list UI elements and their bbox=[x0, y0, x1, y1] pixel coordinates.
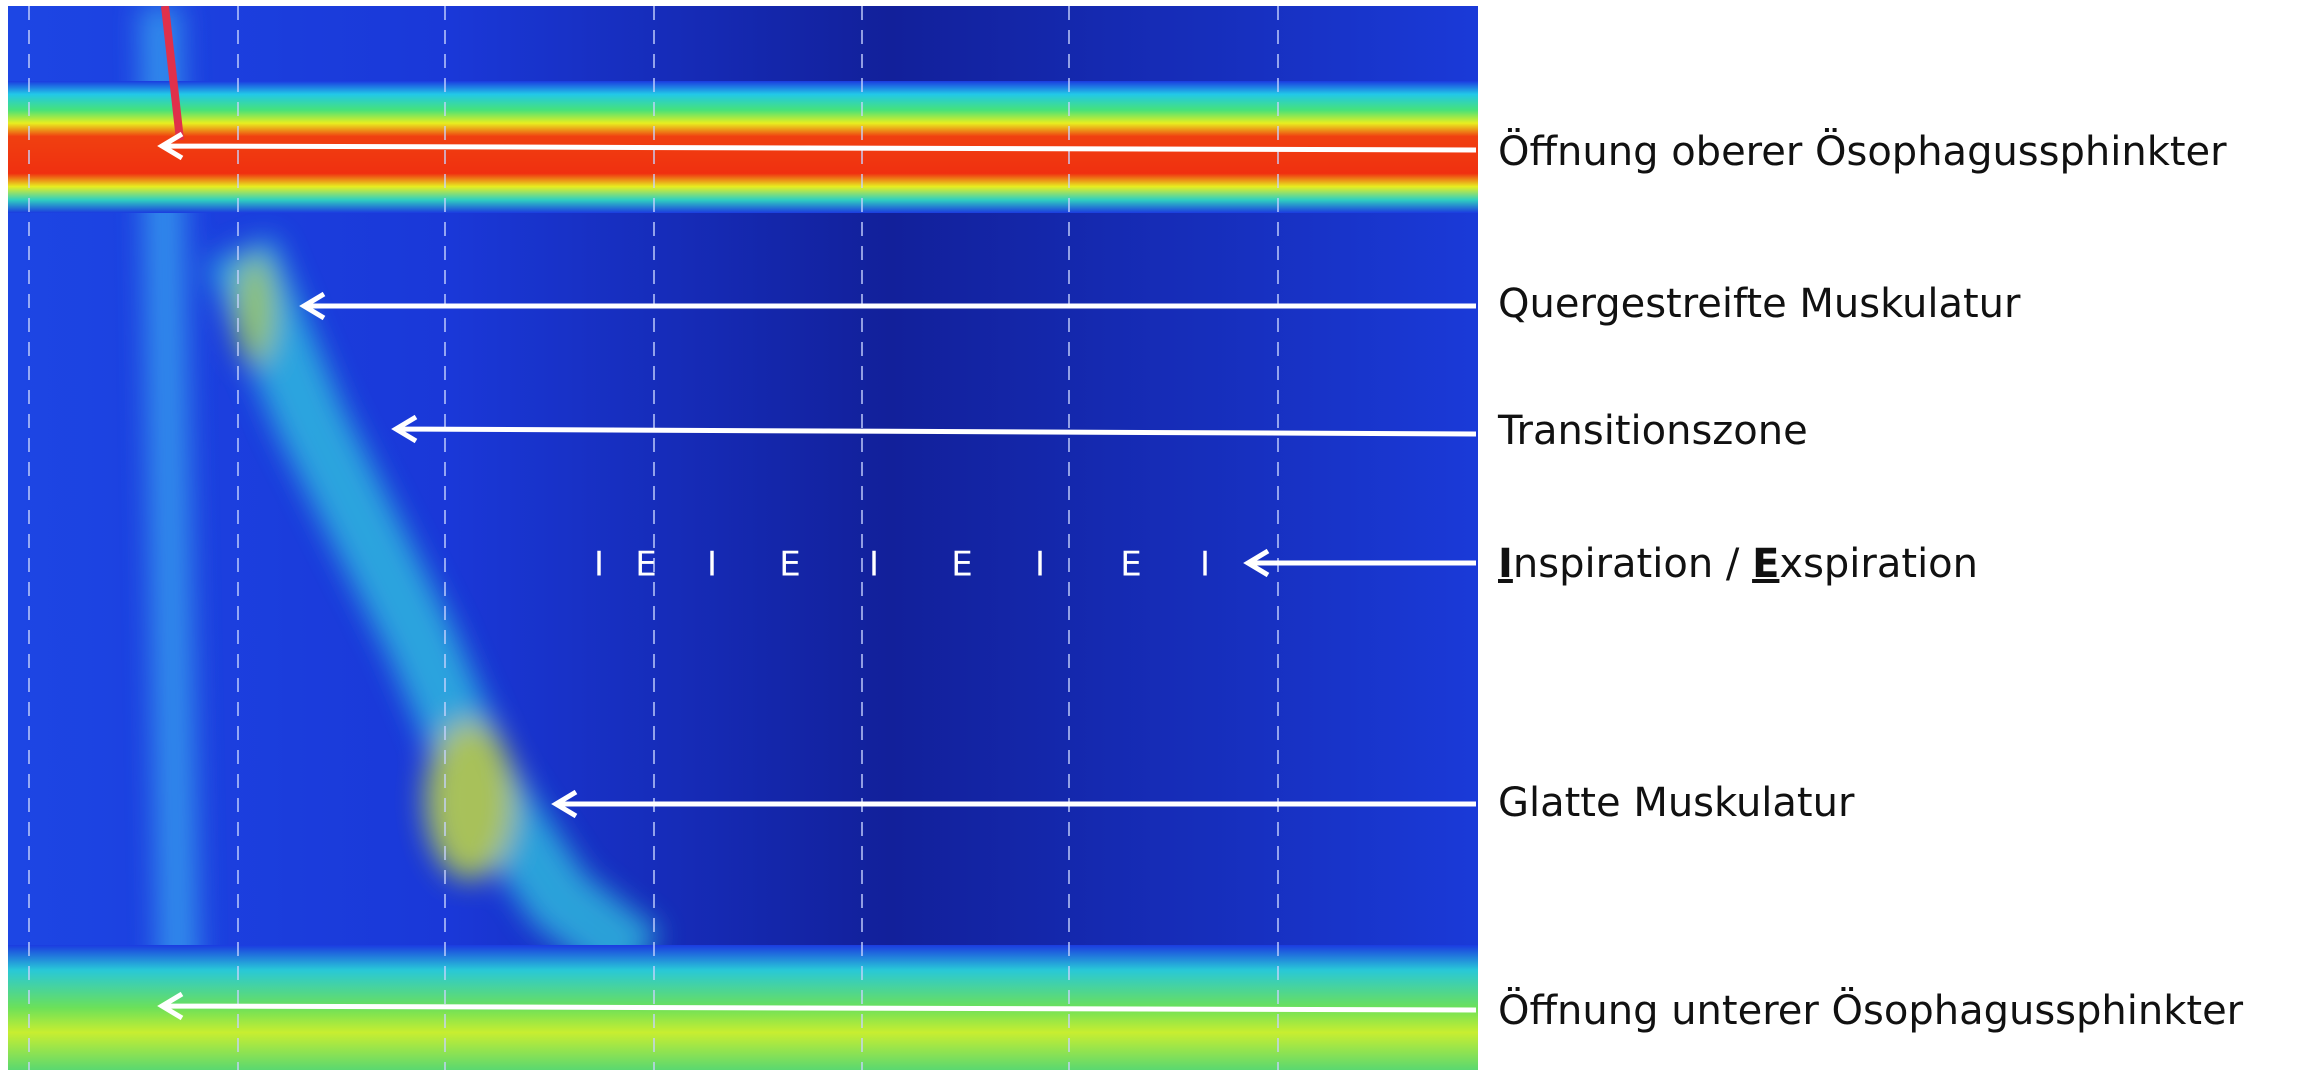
label: Transitionszone bbox=[1497, 408, 1808, 454]
label-part: xspiration bbox=[1779, 541, 1978, 587]
phase-marker: I bbox=[1200, 545, 1210, 585]
label: Öffnung unterer Ösophagussphinkter bbox=[1498, 986, 2244, 1034]
phase-marker: I bbox=[707, 545, 717, 585]
phase-marker: E bbox=[635, 545, 656, 585]
phase-marker: I bbox=[1035, 545, 1045, 585]
label: Quergestreifte Muskulatur bbox=[1498, 281, 2021, 327]
phase-marker: E bbox=[951, 545, 972, 585]
label-part: nspiration / bbox=[1513, 541, 1752, 587]
phase-marker: E bbox=[779, 545, 800, 585]
label: Öffnung oberer Ösophagussphinkter bbox=[1498, 127, 2227, 175]
label-part: I bbox=[1498, 541, 1513, 587]
phase-marker: E bbox=[1120, 545, 1141, 585]
breathing-label: Inspiration / Exspiration bbox=[1498, 541, 1978, 587]
page: Öffnung oberer Ösophagussphinkter Querge… bbox=[0, 0, 2303, 1070]
figure: Öffnung oberer Ösophagussphinkter Querge… bbox=[0, 0, 2303, 1070]
phase-marker: I bbox=[869, 545, 879, 585]
label-part: E bbox=[1752, 541, 1779, 587]
manometry-plot bbox=[8, 6, 1478, 1070]
label: Glatte Muskulatur bbox=[1498, 780, 1855, 826]
phase-marker: I bbox=[594, 545, 604, 585]
